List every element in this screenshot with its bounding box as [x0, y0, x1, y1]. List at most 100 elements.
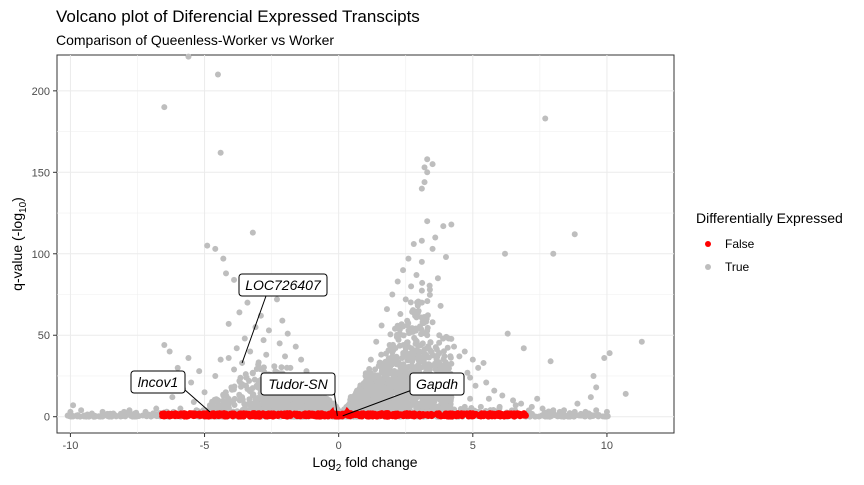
point-false: [255, 410, 262, 417]
point-true: [418, 287, 425, 294]
point-true: [408, 283, 415, 290]
y-tick-label: 100: [32, 249, 50, 261]
legend-label-true: True: [725, 260, 750, 274]
point-true: [371, 373, 378, 380]
point-true: [381, 359, 388, 366]
point-true: [389, 376, 396, 383]
point-true: [251, 404, 258, 411]
point-true: [437, 302, 444, 309]
point-true: [593, 384, 600, 391]
point-true: [436, 362, 443, 369]
annotation-label: lncov1: [138, 374, 178, 390]
point-true: [397, 311, 404, 318]
point-true: [131, 410, 138, 417]
point-true: [373, 338, 380, 345]
point-false: [261, 411, 268, 418]
point-true: [606, 350, 613, 357]
point-true: [433, 346, 440, 353]
y-tick-label: 150: [32, 167, 50, 179]
x-tick-label: 10: [601, 440, 613, 452]
point-true: [223, 403, 230, 410]
point-false: [183, 413, 190, 420]
point-true: [512, 402, 519, 409]
x-tick-label: 5: [470, 440, 476, 452]
point-true: [424, 312, 431, 319]
point-true: [451, 343, 458, 350]
point-true: [387, 331, 394, 338]
point-true: [244, 386, 251, 393]
annotation-box: [130, 370, 186, 394]
point-true: [412, 325, 419, 332]
point-true: [405, 255, 412, 262]
point-true: [394, 400, 401, 407]
point-true: [241, 405, 248, 412]
point-true: [99, 413, 106, 420]
point-true: [528, 403, 535, 410]
point-false: [436, 410, 443, 417]
point-true: [601, 355, 608, 362]
chart-title: Volcano plot of Diferencial Expressed Tr…: [56, 7, 420, 26]
series-false-points: [159, 406, 529, 420]
point-true: [387, 358, 394, 365]
point-true: [412, 308, 419, 315]
point-true: [204, 242, 211, 249]
point-true: [375, 374, 382, 381]
point-true: [357, 386, 364, 393]
point-false: [162, 411, 169, 418]
point-true: [383, 389, 390, 396]
point-true: [407, 299, 414, 306]
point-true: [440, 348, 447, 355]
point-true: [404, 364, 411, 371]
point-true: [239, 394, 246, 401]
point-true: [444, 344, 451, 351]
point-true: [217, 356, 224, 363]
point-true: [263, 351, 270, 358]
point-true: [402, 296, 409, 303]
point-true: [212, 372, 219, 379]
point-false-cluster: [325, 406, 336, 417]
point-true: [432, 234, 439, 241]
point-true: [323, 399, 330, 406]
point-true: [389, 291, 396, 298]
point-true: [421, 164, 428, 171]
point-true: [368, 381, 375, 388]
point-true: [150, 410, 157, 417]
point-true: [415, 342, 422, 349]
point-true: [410, 364, 417, 371]
point-true: [593, 407, 600, 414]
point-false: [201, 410, 208, 417]
point-true: [185, 355, 192, 362]
point-true: [395, 331, 402, 338]
point-true: [382, 350, 389, 357]
y-axis-title: q-value (-log10): [9, 197, 29, 291]
point-true: [161, 104, 168, 111]
point-true: [408, 328, 415, 335]
point-true: [185, 53, 192, 60]
point-true: [260, 337, 267, 344]
point-false: [222, 413, 229, 420]
point-true: [383, 306, 390, 313]
y-tick-label: 0: [44, 412, 50, 424]
point-false: [214, 410, 221, 417]
point-true: [424, 169, 431, 176]
point-true: [398, 321, 405, 328]
point-true: [88, 410, 95, 417]
point-true: [67, 408, 74, 415]
point-true: [351, 397, 358, 404]
point-false: [249, 413, 256, 420]
x-axis-title: Log2 fold change: [312, 454, 417, 474]
point-true: [284, 330, 291, 337]
point-true: [467, 395, 474, 402]
point-false: [297, 413, 304, 420]
point-true: [220, 255, 227, 262]
point-true: [424, 156, 431, 163]
legend-label-false: False: [725, 237, 755, 251]
point-false: [477, 412, 484, 419]
annotation-label: LOC726407: [245, 277, 322, 293]
point-true: [279, 317, 286, 324]
point-true: [282, 353, 289, 360]
point-true: [231, 402, 238, 409]
point-true: [324, 405, 331, 412]
point-true: [249, 369, 256, 376]
legend-marker-false: [705, 241, 711, 247]
